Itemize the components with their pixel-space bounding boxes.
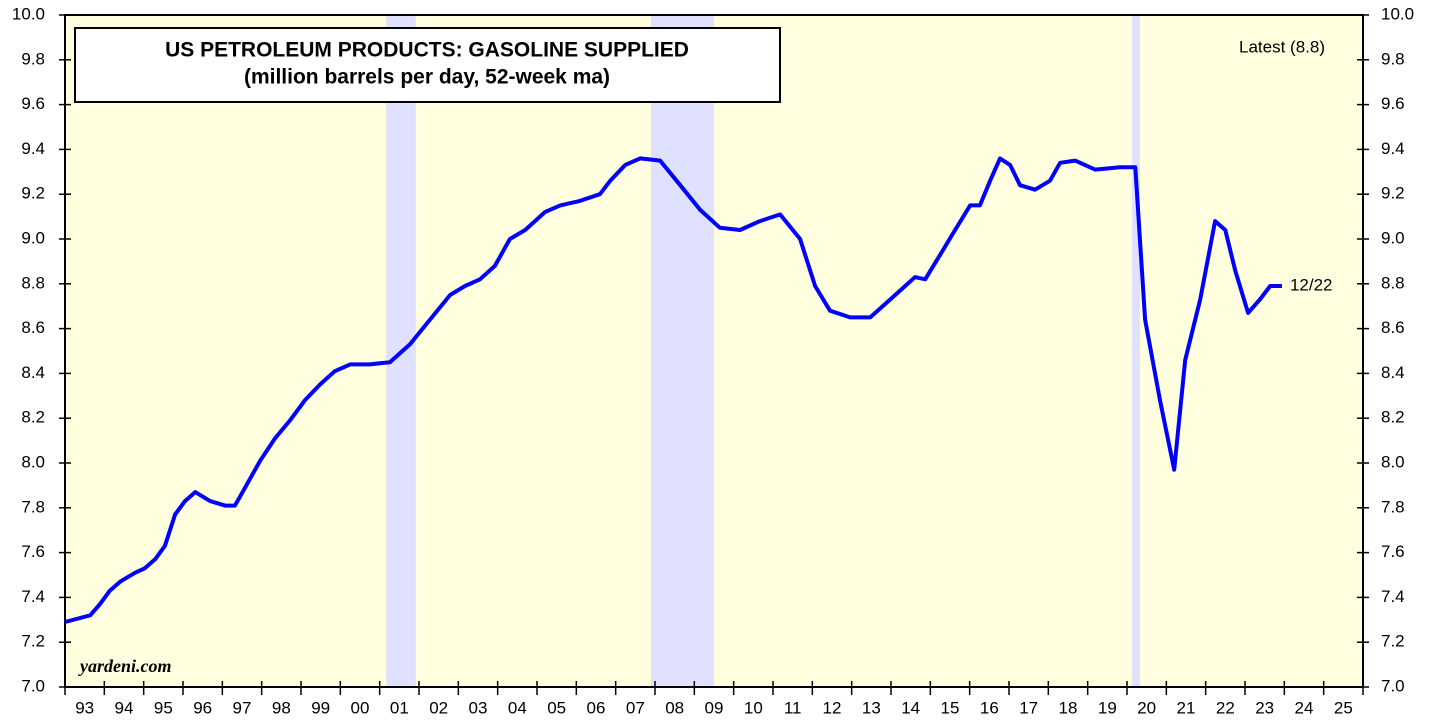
y-tick-label: 7.2 (21, 632, 45, 651)
y-tick-label: 8.8 (21, 273, 45, 292)
chart-title: US PETROLEUM PRODUCTS: GASOLINE SUPPLIED (165, 39, 689, 62)
y2-tick-label: 7.0 (1381, 676, 1405, 695)
end-label: 12/22 (1290, 276, 1333, 295)
x-tick-label: 18 (1059, 698, 1078, 717)
x-tick-label: 19 (1098, 698, 1117, 717)
x-tick-label: 11 (784, 698, 802, 717)
recession-band (651, 15, 714, 687)
x-tick-label: 95 (154, 698, 173, 717)
x-tick-label: 06 (587, 698, 606, 717)
plot-frame (64, 14, 1364, 688)
chart-subtitle: (million barrels per day, 52-week ma) (244, 66, 610, 89)
x-tick-label: 12 (823, 698, 842, 717)
y-tick-label: 9.2 (21, 184, 45, 203)
x-tick-label: 14 (901, 698, 920, 717)
plot-area: 7.0 7.2 7.4 7.6 7.8 8.0 8.2 8.4 8.6 8.8 9.0 9.2 9.4 9… (12, 4, 1414, 717)
y-tick-label: 9.0 (21, 228, 45, 247)
annotation: Latest (8.8) (1239, 37, 1325, 56)
y-tick-label: 9.8 (21, 49, 45, 68)
recession-band (1132, 15, 1140, 687)
y-tick-label: 7.0 (21, 676, 45, 695)
y2-tick-label: 9.2 (1381, 184, 1405, 203)
y2-tick-label: 8.4 (1381, 363, 1405, 382)
x-tick-label: 00 (351, 698, 370, 717)
y-tick-label: 9.6 (21, 94, 45, 113)
y2-tick-label: 7.6 (1381, 542, 1405, 561)
x-tick-label: 05 (547, 698, 566, 717)
y2-tick-label: 10.0 (1381, 4, 1414, 23)
x-tick-label: 99 (311, 698, 330, 717)
y2-tick-label: 9.4 (1381, 139, 1405, 158)
x-tick-label: 94 (115, 698, 134, 717)
x-tick-label: 98 (272, 698, 291, 717)
x-tick-label: 02 (429, 698, 448, 717)
y-tick-label: 8.0 (21, 452, 45, 471)
y-tick-label: 7.4 (21, 587, 45, 606)
y-tick-label: 8.4 (21, 363, 45, 382)
x-tick-label: 08 (665, 698, 684, 717)
y2-tick-label: 8.0 (1381, 452, 1405, 471)
x-tick-label: 17 (1019, 698, 1038, 717)
x-tick-label: 22 (1216, 698, 1235, 717)
y2-tick-label: 9.0 (1381, 228, 1405, 247)
y2-tick-label: 9.6 (1381, 94, 1405, 113)
source: yardeni.com (78, 656, 172, 676)
x-tick-label: 23 (1255, 698, 1274, 717)
x-tick-label: 01 (390, 698, 409, 717)
x-tick-label: 09 (705, 698, 724, 717)
y2-tick-label: 7.4 (1381, 587, 1405, 606)
x-tick-label: 24 (1295, 698, 1314, 717)
x-tick-label: 07 (626, 698, 645, 717)
y2-tick-label: 7.2 (1381, 632, 1405, 651)
y2-tick-label: 8.8 (1381, 273, 1405, 292)
y2-tick-label: 7.8 (1381, 497, 1405, 516)
x-tick-label: 03 (469, 698, 488, 717)
y-tick-label: 10.0 (12, 4, 45, 23)
x-tick-label: 10 (744, 698, 763, 717)
x-tick-label: 04 (508, 698, 527, 717)
y2-tick-label: 8.2 (1381, 408, 1405, 427)
x-tick-label: 21 (1177, 698, 1196, 717)
x-tick-label: 97 (233, 698, 252, 717)
title-box (74, 27, 781, 103)
y-tick-label: 7.6 (21, 542, 45, 561)
y2-tick-label: 9.8 (1381, 49, 1405, 68)
y2-tick-label: 8.6 (1381, 318, 1405, 337)
y-tick-label: 8.2 (21, 408, 45, 427)
x-tick-label: 16 (980, 698, 999, 717)
x-tick-label: 93 (75, 698, 94, 717)
x-tick-label: 15 (941, 698, 960, 717)
x-tick-label: 13 (862, 698, 881, 717)
y-tick-label: 8.6 (21, 318, 45, 337)
x-tick-label: 96 (193, 698, 212, 717)
data-line (64, 156, 1282, 624)
x-tick-label: 25 (1334, 698, 1353, 717)
x-tick-label: 20 (1137, 698, 1156, 717)
y-tick-label: 7.8 (21, 497, 45, 516)
y-tick-label: 9.4 (21, 139, 45, 158)
